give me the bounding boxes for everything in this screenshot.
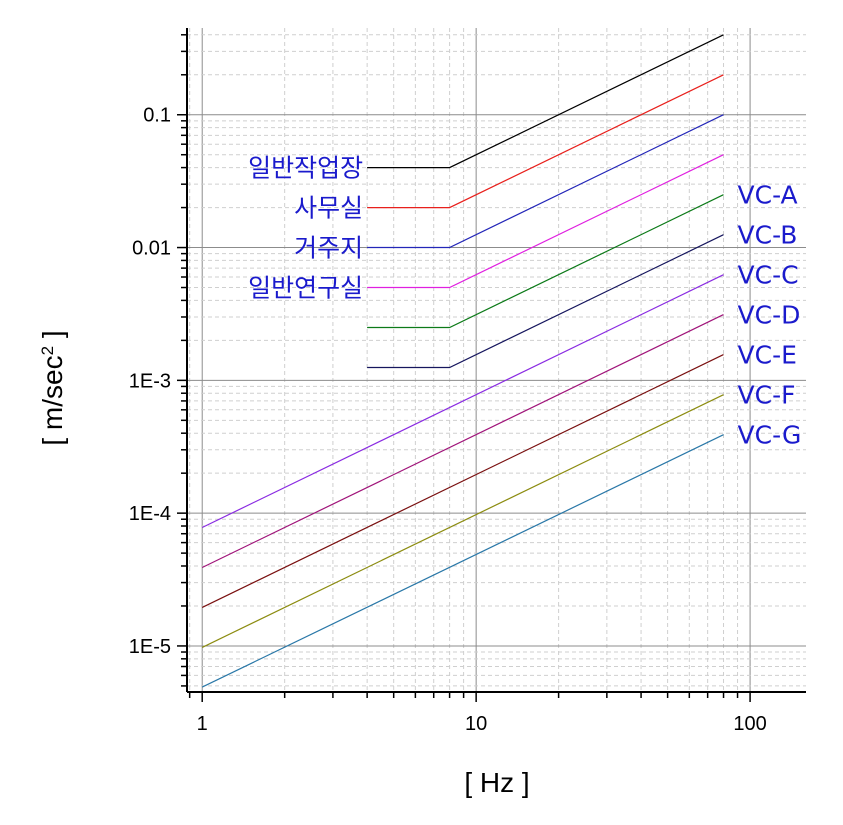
series-label: VC-D bbox=[738, 301, 801, 330]
series-label: 일반연구실 bbox=[248, 274, 363, 303]
series-line bbox=[201, 434, 724, 688]
series-line bbox=[367, 154, 724, 289]
series-lines bbox=[201, 34, 724, 688]
series-label: VC-A bbox=[738, 181, 798, 210]
x-tick-label: 10 bbox=[465, 713, 487, 735]
series-label: 사무실 bbox=[294, 194, 363, 223]
y-axis-label: [ m/sec2 ] bbox=[37, 330, 68, 445]
x-axis-label: [ Hz ] bbox=[464, 767, 529, 798]
series-line bbox=[201, 354, 724, 608]
series-label: VC-C bbox=[738, 261, 799, 290]
y-tick-label: 0.1 bbox=[143, 105, 171, 127]
grid bbox=[187, 28, 806, 692]
series-line bbox=[367, 114, 724, 249]
y-axis-label-main: [ m/sec bbox=[37, 355, 68, 445]
series-line bbox=[367, 34, 724, 169]
series-label: VC-B bbox=[738, 221, 798, 250]
series-label: VC-F bbox=[738, 381, 796, 410]
series-label: 거주지 bbox=[294, 234, 363, 263]
x-tick-label: 100 bbox=[733, 713, 766, 735]
y-axis-label-superscript: 2 bbox=[38, 346, 57, 355]
x-tick-label: 1 bbox=[197, 713, 208, 735]
series-line bbox=[367, 74, 724, 209]
y-tick-label: 1E-4 bbox=[129, 503, 171, 525]
y-tick-label: 0.01 bbox=[132, 238, 171, 260]
series-label: 일반작업장 bbox=[248, 154, 363, 183]
y-tick-label: 1E-5 bbox=[129, 636, 171, 658]
axes: 1 10 100 1E-5 1E-4 1E-3 0.01 0.1 bbox=[129, 28, 806, 735]
y-tick-label: 1E-3 bbox=[129, 370, 171, 392]
series-line bbox=[367, 234, 724, 369]
y-axis-label-close: ] bbox=[37, 330, 68, 346]
series-label: VC-E bbox=[738, 341, 797, 370]
series-line bbox=[367, 194, 724, 329]
series-line bbox=[201, 274, 724, 529]
series-line bbox=[201, 394, 724, 648]
series-label: VC-G bbox=[738, 421, 802, 450]
series-line bbox=[201, 314, 724, 569]
